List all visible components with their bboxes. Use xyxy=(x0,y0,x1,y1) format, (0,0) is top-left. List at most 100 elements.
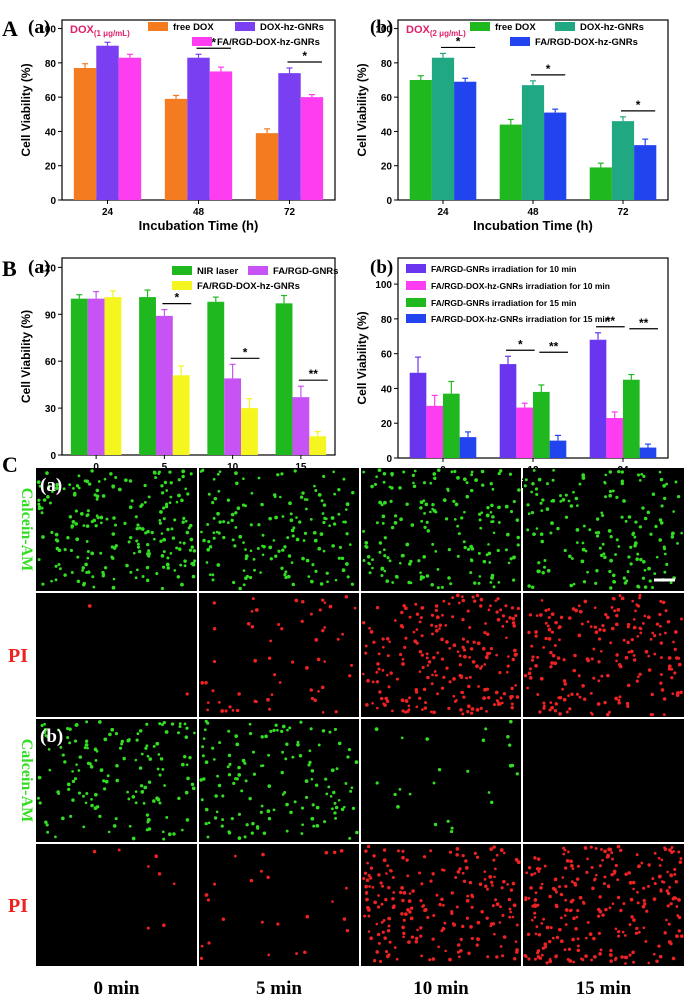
cell xyxy=(200,944,204,948)
cell xyxy=(181,474,185,479)
cell xyxy=(227,831,232,835)
cell xyxy=(464,859,468,863)
cell xyxy=(665,918,668,922)
cell xyxy=(321,729,326,733)
cell xyxy=(90,803,94,808)
cell xyxy=(418,696,422,700)
cell xyxy=(163,784,166,787)
cell xyxy=(586,857,589,861)
cell xyxy=(152,799,156,803)
cell xyxy=(309,688,314,692)
cell xyxy=(316,657,321,662)
cell xyxy=(305,666,309,670)
cell xyxy=(548,894,552,899)
cell xyxy=(128,479,133,483)
cell xyxy=(445,666,449,670)
cell xyxy=(607,884,611,888)
cell xyxy=(217,489,221,493)
cell xyxy=(414,936,419,941)
cell xyxy=(165,562,170,567)
cell xyxy=(404,606,408,611)
cell xyxy=(665,889,669,893)
cell xyxy=(77,486,81,490)
bar xyxy=(443,393,460,458)
cell xyxy=(105,517,109,521)
cell xyxy=(288,726,292,730)
cell xyxy=(582,697,587,701)
cell xyxy=(498,921,502,924)
cell xyxy=(578,482,582,486)
cell xyxy=(134,576,138,580)
cell xyxy=(68,515,73,519)
cell xyxy=(77,769,81,772)
cell xyxy=(372,959,377,963)
cell xyxy=(626,683,631,688)
cell xyxy=(369,936,373,941)
cell xyxy=(94,792,98,797)
cell xyxy=(425,574,430,578)
cell xyxy=(207,941,211,945)
cell xyxy=(61,753,65,757)
cell xyxy=(466,769,470,773)
cell xyxy=(490,520,494,524)
cell xyxy=(419,616,423,620)
cell xyxy=(189,537,194,542)
column-label: 0 min xyxy=(94,978,140,999)
cell xyxy=(208,573,212,576)
cell xyxy=(668,848,672,852)
cell xyxy=(613,580,617,584)
cell xyxy=(513,652,518,657)
legend-swatch xyxy=(192,37,212,46)
cell xyxy=(563,548,567,553)
cell xyxy=(573,883,578,887)
cell xyxy=(450,826,454,830)
cell xyxy=(242,541,245,544)
cell xyxy=(331,807,334,811)
significance-label: * xyxy=(243,345,248,359)
cell xyxy=(457,601,461,605)
cell xyxy=(658,624,662,628)
cell xyxy=(37,775,42,780)
cell xyxy=(570,692,574,696)
cell xyxy=(289,810,293,815)
cell xyxy=(284,575,288,580)
bar xyxy=(292,397,310,455)
cell xyxy=(388,559,392,563)
cell xyxy=(603,700,607,705)
cell xyxy=(454,876,458,880)
cell xyxy=(489,481,493,486)
cell xyxy=(504,548,508,552)
cell xyxy=(492,858,496,862)
cell xyxy=(419,506,423,510)
legend-swatch xyxy=(172,281,192,290)
cell xyxy=(564,898,568,902)
cell xyxy=(614,696,619,701)
cell xyxy=(272,808,276,812)
cell xyxy=(211,578,215,582)
cell xyxy=(261,764,265,767)
cell xyxy=(511,616,516,621)
cell xyxy=(256,547,260,550)
cell xyxy=(267,784,272,788)
cell xyxy=(42,498,47,502)
cell xyxy=(678,860,683,864)
cell xyxy=(382,471,387,476)
cell xyxy=(235,708,240,713)
cell xyxy=(544,621,548,625)
cell xyxy=(465,494,470,499)
cell xyxy=(191,574,196,579)
cell xyxy=(563,914,567,917)
cell xyxy=(516,860,521,865)
micrograph xyxy=(36,844,197,966)
cell xyxy=(427,660,432,664)
cell xyxy=(639,631,643,635)
cell xyxy=(63,573,67,577)
cell xyxy=(329,795,333,798)
cell xyxy=(617,929,621,934)
cell xyxy=(362,529,366,533)
cell xyxy=(666,870,669,874)
cell xyxy=(54,578,58,582)
cell xyxy=(413,469,417,473)
cell xyxy=(72,486,75,490)
cell xyxy=(575,527,580,532)
